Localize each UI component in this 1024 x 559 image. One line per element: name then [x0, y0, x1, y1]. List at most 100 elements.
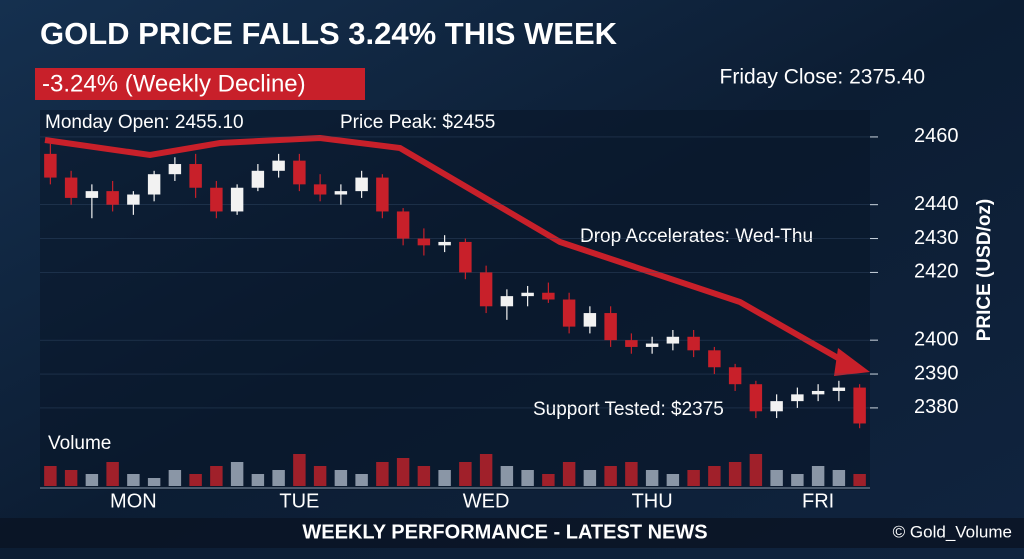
volume-bar — [459, 462, 472, 486]
volume-bar — [500, 466, 514, 486]
volume-bar — [604, 466, 617, 486]
annotation: Monday Open: 2455.10 — [45, 112, 244, 133]
volume-bar — [479, 454, 493, 486]
y-tick-label: 2440 — [914, 193, 959, 215]
badge-bg — [35, 68, 365, 100]
candle-body — [44, 153, 57, 178]
candle-body — [147, 174, 161, 195]
volume-bar — [666, 474, 680, 486]
x-tick-label: FRI — [802, 490, 834, 512]
volume-bar — [44, 466, 57, 486]
trend-arrowhead — [834, 348, 870, 376]
volume-bar — [583, 470, 597, 486]
volume-bar — [355, 474, 368, 486]
volume-bar — [728, 462, 742, 486]
candle-body — [334, 191, 348, 195]
candle-body — [355, 177, 368, 192]
volume-bar — [853, 474, 866, 486]
candle-body — [687, 336, 700, 351]
candle-body — [438, 241, 451, 246]
annotation: Drop Accelerates: Wed-Thu — [580, 226, 813, 247]
candle-body — [85, 191, 99, 198]
footer: WEEKLY PERFORMANCE - LATEST NEWS — [302, 521, 707, 543]
candle-body — [479, 272, 493, 307]
volume-bar — [417, 466, 431, 486]
x-tick-label: THU — [632, 490, 673, 512]
volume-bar — [230, 462, 244, 486]
annotation: Support Tested: $2375 — [533, 399, 724, 420]
volume-bar — [749, 454, 763, 486]
candle-body — [749, 384, 763, 412]
annotation: Friday Close: 2375.40 — [720, 66, 925, 89]
candle-body — [293, 160, 306, 185]
volume-bar — [687, 470, 700, 486]
candle-body — [728, 367, 742, 385]
candle-body — [500, 296, 514, 307]
candle-body — [666, 336, 680, 344]
volume-bar — [106, 462, 119, 486]
candle-body — [832, 387, 846, 391]
volume-bar — [251, 474, 265, 486]
volume-bar — [708, 466, 721, 486]
candle-body — [127, 194, 140, 205]
chart-title: GOLD PRICE FALLS 3.24% THIS WEEK — [40, 16, 618, 51]
candle-body — [459, 241, 472, 273]
x-tick-label: MON — [110, 490, 157, 512]
candle-body — [64, 177, 78, 198]
x-tick-label: WED — [463, 490, 510, 512]
volume-bar — [210, 466, 223, 486]
annotation: Price Peak: $2455 — [340, 112, 495, 133]
trend-arrow — [44, 134, 847, 365]
volume-bar — [293, 454, 306, 486]
y-tick-label: 2390 — [914, 362, 959, 384]
volume-bar — [168, 470, 182, 486]
x-tick-label: TUE — [279, 490, 319, 512]
volume-bar — [770, 470, 783, 486]
candle-body — [376, 177, 389, 212]
candle-body — [251, 170, 265, 188]
volume-bar — [376, 462, 389, 486]
candle-body — [583, 313, 597, 327]
candle-body — [189, 164, 202, 188]
candle-body — [562, 299, 576, 327]
volume-bar — [189, 474, 202, 486]
candle-body — [708, 350, 721, 368]
volume-bar — [832, 470, 846, 486]
volume-bar — [64, 470, 78, 486]
candle-body — [521, 292, 534, 297]
candle-body — [313, 184, 327, 195]
candle-body — [791, 394, 804, 402]
volume-bar — [272, 470, 285, 486]
y-tick-label: 2400 — [914, 328, 959, 350]
candle-body — [106, 191, 119, 205]
y-axis-title: PRICE (USD/oz) — [974, 199, 995, 342]
volume-bar — [147, 478, 161, 486]
volume-bar — [313, 466, 327, 486]
candle-body — [272, 160, 285, 171]
candle-body — [396, 211, 410, 239]
candle-body — [625, 340, 638, 347]
volume-bar — [438, 470, 451, 486]
volume-bar — [334, 470, 348, 486]
volume-bar — [542, 474, 555, 486]
candle-body — [645, 343, 659, 347]
candle-body — [417, 238, 431, 246]
candle-body — [811, 390, 825, 395]
candle-body — [168, 164, 182, 175]
candle-body — [853, 387, 866, 424]
volume-bar — [645, 470, 659, 486]
candle-body — [770, 401, 783, 412]
badge: -3.24% (Weekly Decline) — [42, 70, 306, 97]
y-tick-label: 2430 — [914, 227, 959, 249]
y-tick-label: 2460 — [914, 125, 959, 147]
volume-bar — [521, 470, 534, 486]
volume-bar — [811, 466, 825, 486]
volume-bar — [127, 474, 140, 486]
watermark: © Gold_Volume — [893, 522, 1012, 541]
footer-bar — [0, 518, 1024, 548]
y-tick-label: 2380 — [914, 396, 959, 418]
candle-body — [210, 187, 223, 212]
candle-body — [604, 313, 617, 341]
candle-body — [542, 292, 555, 300]
